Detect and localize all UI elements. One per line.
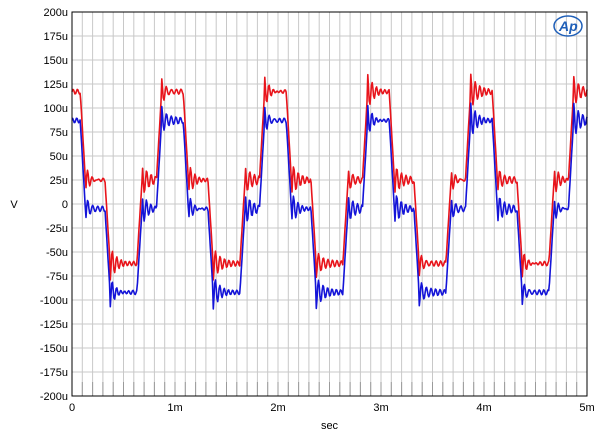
x-tick-labels: 0 1m 2m 3m 4m 5m: [69, 402, 595, 414]
y-tick-label: 50u: [50, 151, 68, 163]
y-tick-label: 75u: [50, 127, 68, 139]
y-tick-label: -200u: [40, 391, 68, 403]
y-tick-label: 125u: [44, 79, 68, 91]
y-tick-label: 175u: [44, 31, 68, 43]
series-blue-line: [71, 102, 588, 310]
x-axis-label: sec: [321, 420, 339, 432]
y-tick-labels: 200u 175u 150u 125u 100u 75u 50u 25u 0 -25u -50u -7…: [40, 7, 68, 403]
plot-frame: [71, 11, 588, 397]
y-tick-label: 0: [62, 199, 68, 211]
y-tick-label: 200u: [44, 7, 68, 19]
bottom-minor-ticks: [71, 382, 588, 396]
grid: [71, 11, 588, 397]
y-tick-label: 25u: [50, 175, 68, 187]
logo-text: Ap: [558, 18, 578, 34]
logo-ring: [553, 15, 583, 37]
y-tick-label: -100u: [40, 295, 68, 307]
y-tick-label: -175u: [40, 367, 68, 379]
y-tick-label: -125u: [40, 319, 68, 331]
y-tick-label: 100u: [44, 103, 68, 115]
x-tick-label: 0: [69, 402, 75, 414]
y-tick-label: -25u: [46, 223, 68, 235]
y-tick-label: 150u: [44, 55, 68, 67]
x-tick-label: 5m: [579, 402, 594, 414]
series-red-line: [71, 73, 588, 281]
x-tick-label: 2m: [270, 402, 285, 414]
x-tick-label: 4m: [476, 402, 491, 414]
y-tick-label: -150u: [40, 343, 68, 355]
ap-logo: Ap: [553, 15, 583, 37]
y-tick-label: -50u: [46, 247, 68, 259]
y-axis-label: V: [10, 199, 18, 211]
y-tick-label: -75u: [46, 271, 68, 283]
x-tick-label: 1m: [167, 402, 182, 414]
series-layer: [71, 73, 588, 310]
x-tick-label: 3m: [373, 402, 388, 414]
